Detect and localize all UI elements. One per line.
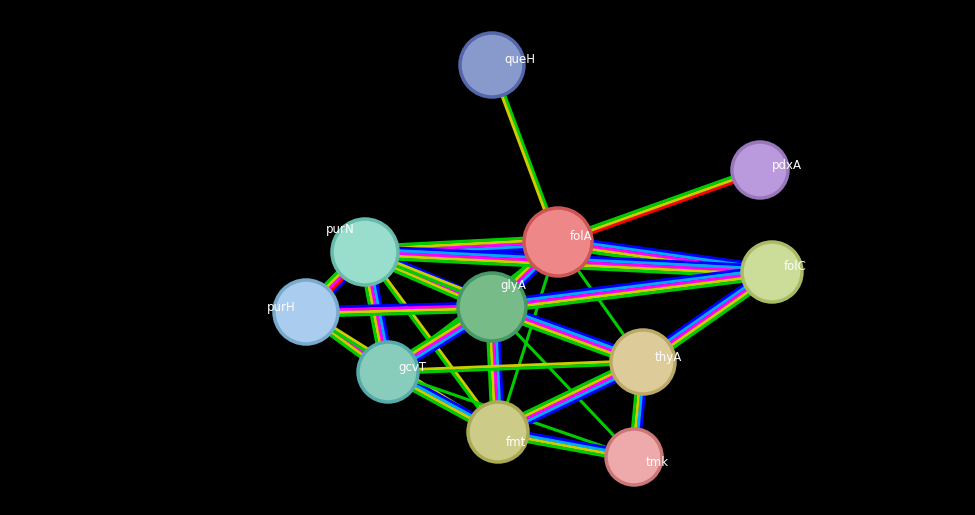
Text: purN: purN	[327, 224, 355, 236]
Text: thyA: thyA	[655, 351, 682, 364]
Text: pdxA: pdxA	[772, 159, 802, 171]
Circle shape	[611, 330, 675, 394]
Circle shape	[742, 242, 802, 302]
Circle shape	[732, 142, 788, 198]
Circle shape	[524, 208, 592, 276]
Text: folA: folA	[570, 231, 593, 244]
Circle shape	[458, 273, 526, 341]
Circle shape	[332, 219, 398, 285]
Circle shape	[358, 342, 418, 402]
Circle shape	[460, 33, 524, 97]
Text: purH: purH	[267, 300, 296, 314]
Text: fmt: fmt	[506, 436, 526, 449]
Text: glyA: glyA	[500, 279, 526, 291]
Circle shape	[606, 429, 662, 485]
Circle shape	[274, 280, 338, 344]
Circle shape	[468, 402, 528, 462]
Text: queH: queH	[504, 54, 535, 66]
Text: gcvT: gcvT	[398, 360, 426, 373]
Text: folC: folC	[784, 261, 807, 273]
Text: tmk: tmk	[646, 455, 669, 469]
